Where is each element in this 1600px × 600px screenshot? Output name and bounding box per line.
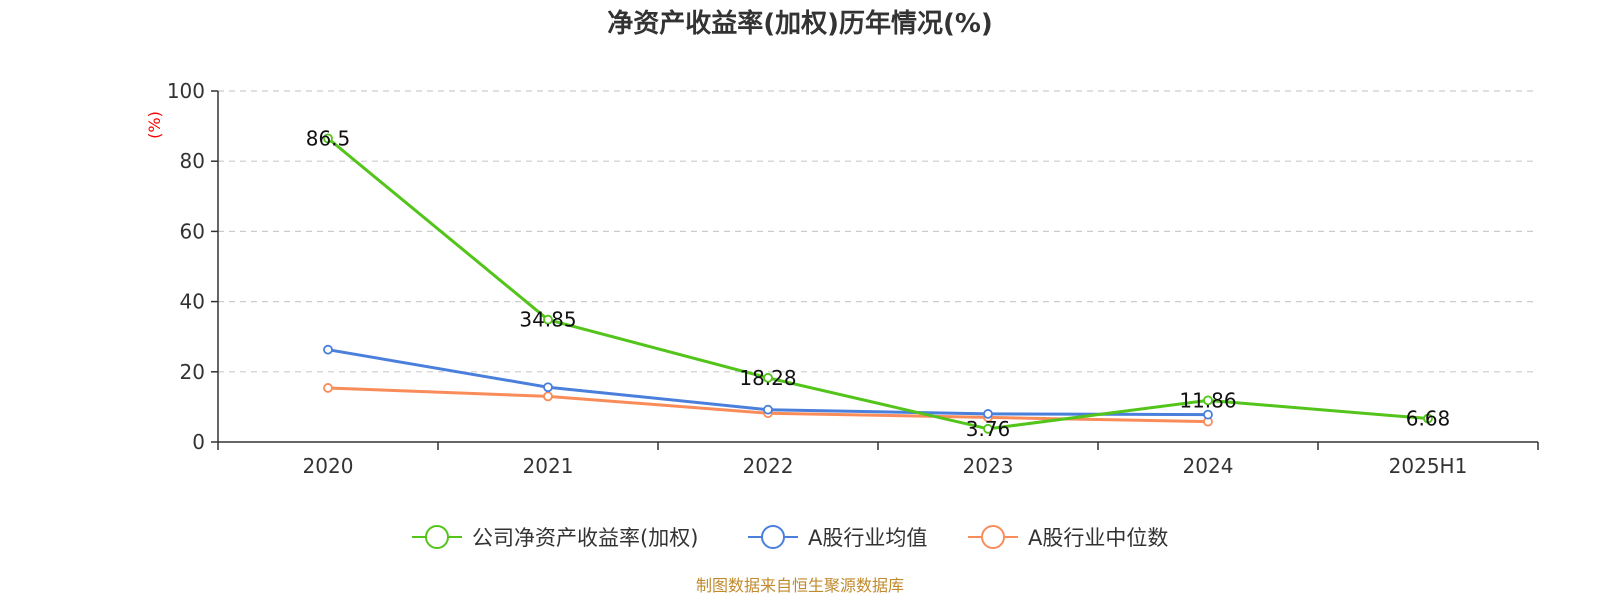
legend: 公司净资产收益率(加权) A股行业均值 A股行业中位数 — [412, 525, 1168, 550]
legend-item-2[interactable]: A股行业中位数 — [968, 525, 1168, 550]
x-tick-label: 2022 — [743, 454, 794, 478]
legend-label: 公司净资产收益率(加权) — [472, 526, 698, 550]
data-point — [983, 423, 993, 434]
series-line-0 — [327, 137, 1429, 431]
data-label: 34.85 — [519, 308, 576, 332]
source-note: 制图数据来自恒生聚源数据库 — [696, 576, 904, 595]
data-point — [543, 382, 553, 393]
y-axis-label: (%) — [145, 111, 164, 139]
x-tick-label: 2025H1 — [1389, 454, 1468, 478]
chart-title: 净资产收益率(加权)历年情况(%) — [607, 8, 993, 39]
data-point — [763, 372, 773, 383]
legend-label: A股行业均值 — [808, 526, 927, 550]
data-point — [1203, 409, 1213, 420]
y-tick-label: 100 — [167, 79, 205, 103]
data-point — [1423, 413, 1433, 424]
data-point — [323, 133, 333, 144]
axes: 0 20 40 60 80 100 2020 2021 2022 2023 2024 2025H1 — [167, 79, 1539, 478]
y-tick-label: 40 — [180, 290, 205, 314]
x-tick-label: 2021 — [523, 454, 574, 478]
data-point — [1203, 395, 1213, 406]
data-point — [763, 404, 773, 415]
legend-swatch-marker — [425, 525, 449, 549]
data-point — [543, 314, 553, 325]
grid-lines — [218, 90, 1538, 373]
x-tick-label: 2024 — [1183, 454, 1234, 478]
data-label: 11.86 — [1179, 388, 1236, 412]
series-layer — [323, 133, 1433, 434]
series-0 — [323, 133, 1433, 434]
data-label: 3.76 — [966, 417, 1011, 441]
data-label: 86.5 — [306, 126, 351, 150]
data-point — [323, 383, 333, 393]
data-label: 6.68 — [1406, 407, 1451, 431]
data-labels: 86.5 34.85 18.28 3.76 11.86 6.68 — [306, 126, 1451, 440]
legend-swatch-marker — [761, 525, 785, 549]
legend-item-0[interactable]: 公司净资产收益率(加权) — [412, 525, 698, 550]
series-1 — [323, 344, 1213, 420]
data-point — [323, 344, 333, 355]
data-point — [543, 391, 553, 402]
x-tick-label: 2023 — [963, 454, 1014, 478]
data-label: 18.28 — [739, 366, 796, 390]
series-2 — [323, 383, 1213, 427]
y-tick-label: 60 — [180, 219, 205, 243]
legend-label: A股行业中位数 — [1028, 526, 1168, 550]
x-tick-label: 2020 — [303, 454, 354, 478]
y-tick-label: 80 — [180, 149, 205, 173]
y-tick-label: 0 — [192, 430, 205, 454]
legend-swatch-marker — [981, 525, 1005, 549]
data-point — [983, 409, 993, 419]
y-tick-label: 20 — [180, 360, 205, 384]
legend-item-1[interactable]: A股行业均值 — [748, 525, 927, 550]
